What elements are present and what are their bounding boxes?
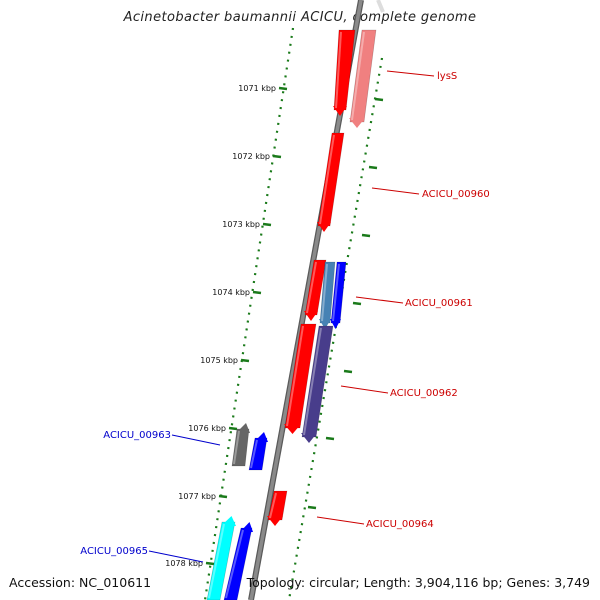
gene-arrow-head bbox=[267, 516, 283, 526]
tick-mark bbox=[205, 561, 215, 566]
gene-arrow-head bbox=[319, 319, 331, 329]
tick-label: 1075 kbp bbox=[200, 356, 238, 365]
gene-label-leader bbox=[371, 187, 420, 195]
tick-mark bbox=[352, 301, 362, 306]
gene-arrow-head bbox=[349, 118, 365, 128]
gene-highlight bbox=[332, 263, 340, 322]
gene-label[interactable]: ACICU_00961 bbox=[405, 298, 473, 309]
accession-text: Accession: NC_010611 bbox=[9, 575, 152, 590]
gene-arrow bbox=[333, 29, 356, 111]
gene-arrow-head bbox=[330, 319, 341, 329]
tick-mark bbox=[262, 222, 272, 227]
gene-highlight bbox=[286, 325, 304, 427]
gene-highlight bbox=[250, 439, 258, 469]
tick-label: 1078 kbp bbox=[165, 559, 203, 568]
gene-arrow-head bbox=[254, 432, 268, 442]
gene-arrow-head bbox=[333, 106, 347, 116]
backbone-edge bbox=[376, 0, 385, 13]
tick-track-left bbox=[203, 27, 295, 600]
gene-label-leader bbox=[386, 70, 435, 77]
gene-arrow bbox=[304, 259, 327, 316]
gene-arrow bbox=[284, 323, 317, 429]
tick-mark bbox=[252, 290, 262, 295]
tick-label: 1076 kbp bbox=[188, 424, 226, 433]
gene-label[interactable]: ACICU_00962 bbox=[390, 388, 458, 399]
gene-arrow bbox=[301, 325, 334, 438]
gene-highlight bbox=[351, 31, 365, 121]
gene-highlight bbox=[208, 523, 225, 599]
gene-label[interactable]: lysS bbox=[437, 71, 457, 82]
gene-label-leader bbox=[148, 550, 204, 563]
tick-mark bbox=[343, 369, 353, 374]
gene-label[interactable]: ACICU_00965 bbox=[80, 546, 148, 557]
tick-mark bbox=[374, 97, 384, 102]
tick-mark bbox=[240, 358, 250, 363]
gene-highlight bbox=[321, 263, 328, 322]
tick-label: 1077 kbp bbox=[178, 492, 216, 501]
gene-highlight bbox=[233, 430, 240, 465]
gene-label[interactable]: ACICU_00964 bbox=[366, 519, 434, 530]
tick-mark bbox=[368, 165, 378, 170]
tick-label: 1072 kbp bbox=[232, 152, 270, 161]
tick-label: 1071 kbp bbox=[238, 84, 276, 93]
gene-highlight bbox=[335, 31, 342, 109]
gene-arrow bbox=[319, 261, 336, 324]
tick-mark bbox=[325, 436, 335, 441]
tick-mark bbox=[278, 86, 288, 91]
gene-highlight bbox=[269, 492, 277, 519]
gene-highlight bbox=[319, 134, 335, 225]
tick-label: 1074 kbp bbox=[212, 288, 250, 297]
tick-mark bbox=[361, 233, 371, 238]
tick-mark bbox=[228, 426, 238, 431]
gene-arrow-head bbox=[284, 424, 301, 434]
map-title: Acinetobacter baumannii ACICU, complete … bbox=[123, 10, 477, 25]
gene-arrow bbox=[317, 132, 345, 227]
tick-label: 1073 kbp bbox=[222, 220, 260, 229]
gene-arrow-head bbox=[301, 433, 317, 443]
gene-arrow bbox=[267, 490, 288, 521]
genome-summary-text: Topology: circular; Length: 3,904,116 bp… bbox=[246, 575, 590, 590]
gene-arrow-head bbox=[304, 311, 318, 321]
gene-arrow-head bbox=[221, 516, 236, 526]
gene-label-leader bbox=[171, 434, 221, 446]
gene-highlight bbox=[225, 529, 244, 599]
tick-mark bbox=[218, 494, 228, 499]
gene-arrow-head bbox=[236, 423, 250, 433]
gene-arrow bbox=[349, 29, 377, 123]
gene-label[interactable]: ACICU_00960 bbox=[422, 189, 490, 200]
gene-highlight bbox=[303, 327, 322, 436]
gene-highlight bbox=[306, 261, 317, 314]
gene-label[interactable]: ACICU_00963 bbox=[103, 430, 171, 441]
gene-arrow-head bbox=[317, 222, 331, 232]
gene-arrow bbox=[330, 261, 347, 324]
tick-mark bbox=[307, 505, 317, 510]
tick-mark bbox=[272, 154, 282, 159]
gene-arrow-head bbox=[240, 522, 253, 532]
gene-label-leader bbox=[316, 516, 365, 525]
gene-label-leader bbox=[355, 296, 404, 304]
gene-label-leader bbox=[340, 385, 389, 394]
